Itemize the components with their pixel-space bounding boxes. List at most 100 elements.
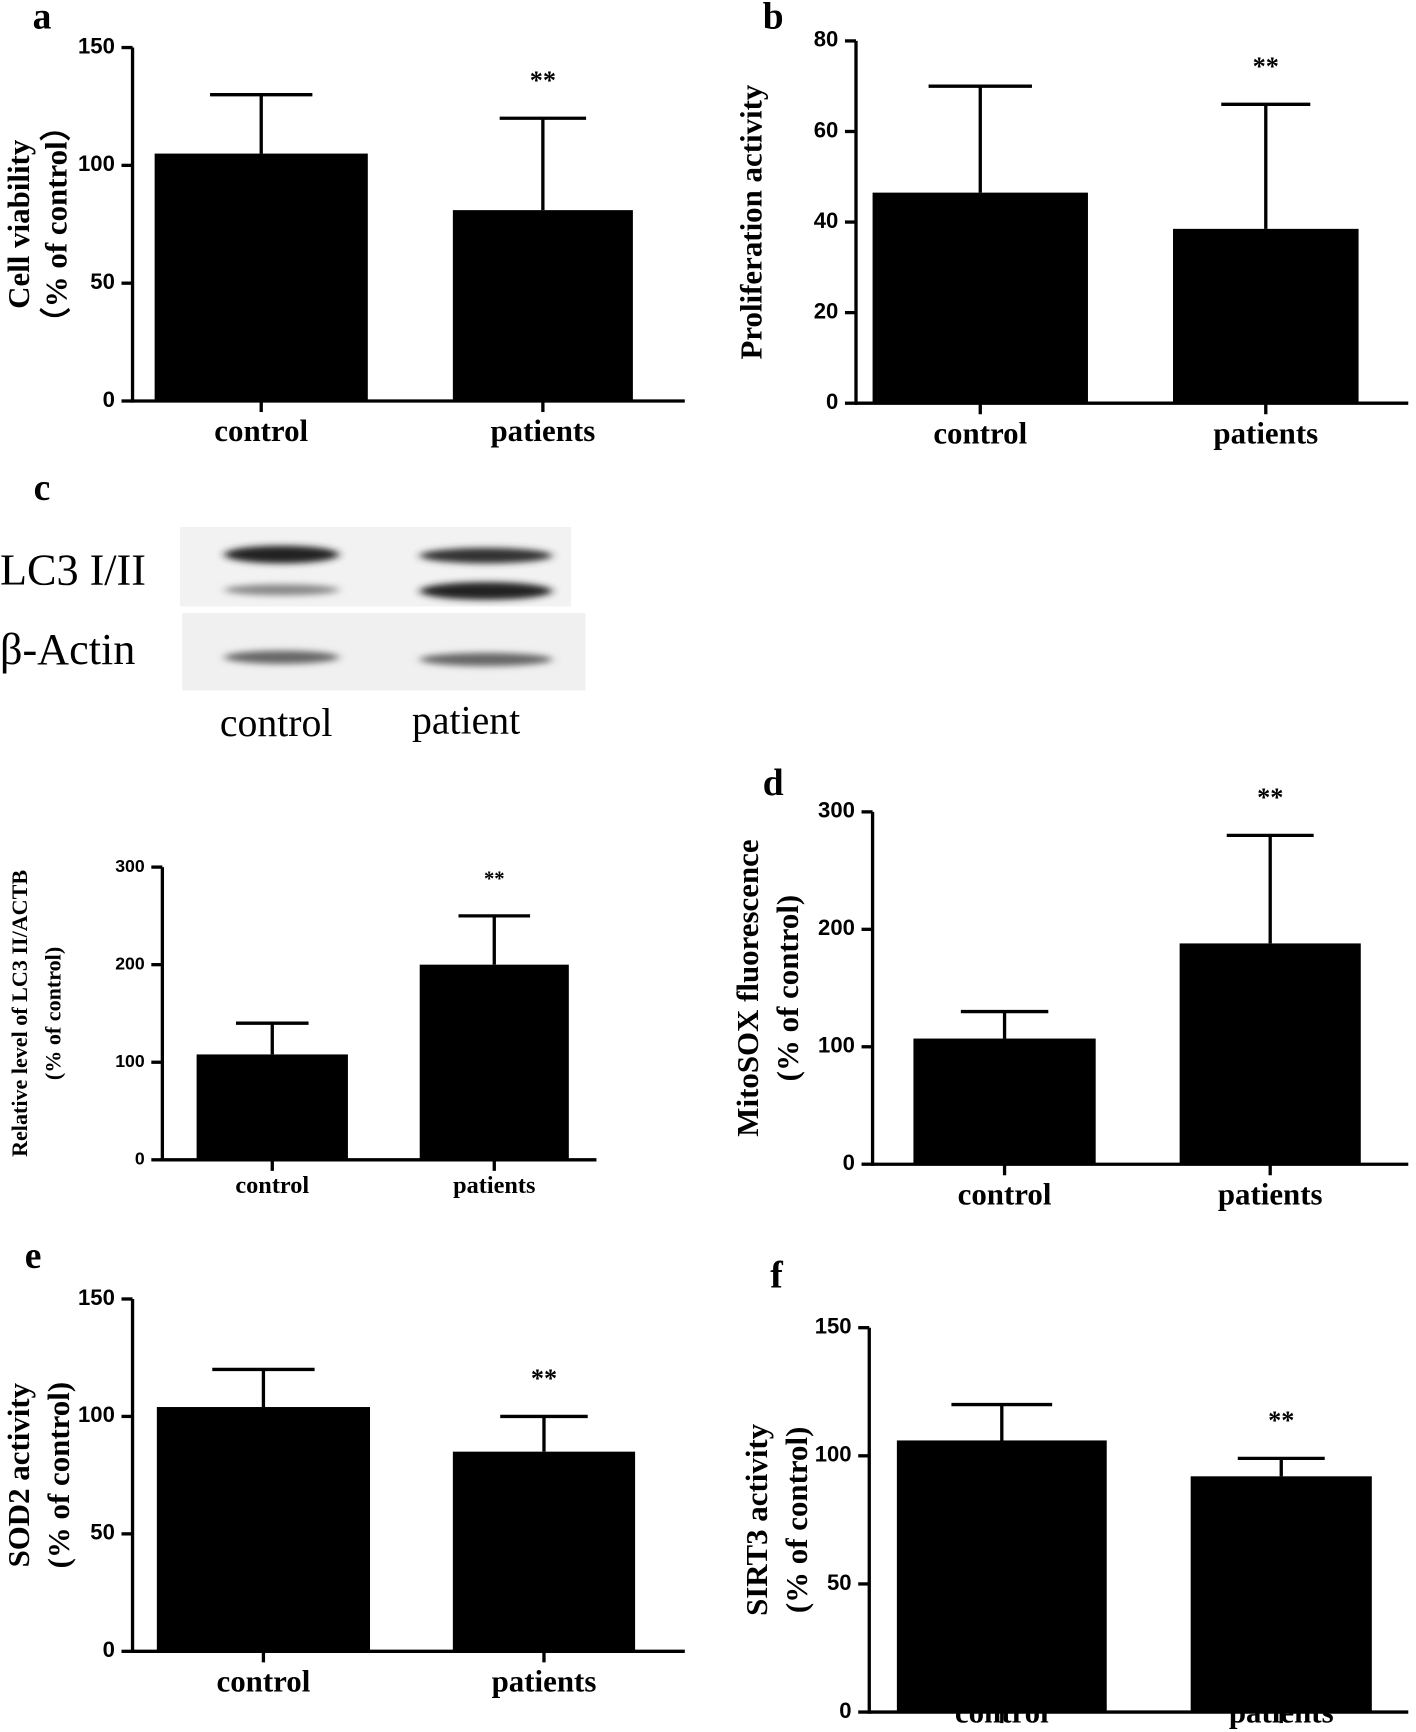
- y-axis-label: (% of control): [41, 1382, 76, 1569]
- y-tick-label: 0: [135, 1148, 145, 1168]
- y-axis-label: SOD2 activity: [1, 1382, 36, 1567]
- y-tick-label: 80: [814, 27, 839, 52]
- x-tick-label: control: [933, 415, 1027, 450]
- error-bar: [500, 1414, 588, 1452]
- error-bar: [499, 116, 587, 211]
- blot-row-label: β-Actin: [0, 625, 135, 674]
- chart: b Proliferation activity 0 20 40 60 80 control p…: [733, 0, 1409, 450]
- blot-row-label: LC3 I/II: [0, 546, 146, 595]
- band: [224, 545, 340, 564]
- chart: c Relative level of LC3 II/ACTB (% of cont…: [7, 468, 597, 1199]
- y-tick-label: 0: [826, 389, 838, 414]
- error-bar: [1237, 1456, 1325, 1477]
- x-tick-label: patients: [492, 1664, 597, 1699]
- y-tick-label: 40: [814, 208, 839, 233]
- y-axis-label: Proliferation activity: [733, 84, 768, 359]
- band: [224, 584, 340, 596]
- blot-panel: [182, 613, 586, 691]
- bar: [1173, 228, 1359, 404]
- panel-label: a: [33, 0, 52, 38]
- y-tick-label: 100: [818, 1033, 855, 1058]
- bar: [1179, 943, 1361, 1165]
- error-bar: [235, 1021, 309, 1055]
- panel-label: b: [763, 0, 784, 38]
- y-axis-label: (% of control): [779, 1427, 814, 1614]
- chart: d MitoSOX fluorescence (% of control) 0 100 2…: [730, 763, 1409, 1211]
- y-axis-label: MitoSOX fluorescence: [730, 839, 765, 1136]
- y-axis-label: (% of control): [40, 947, 65, 1080]
- band: [419, 547, 553, 564]
- significance-label: **: [1268, 1406, 1294, 1435]
- x-tick-label: patients: [490, 413, 595, 448]
- chart: e SOD2 activity (% of control) 0 50 100 150 con…: [1, 1236, 685, 1699]
- bar: [156, 1407, 371, 1652]
- y-tick-label: 100: [78, 1402, 115, 1427]
- y-axis-label: Relative level of LC3 II/ACTB: [7, 870, 32, 1157]
- y-tick-label: 100: [815, 1442, 852, 1467]
- y-tick-label: 200: [115, 953, 145, 973]
- panel-label: d: [763, 763, 784, 804]
- y-tick-label: 0: [843, 1150, 855, 1175]
- y-tick-label: 0: [103, 387, 115, 412]
- bar: [154, 153, 368, 401]
- error-bar: [1221, 102, 1311, 229]
- bar: [872, 192, 1088, 404]
- y-tick-label: 60: [814, 117, 839, 142]
- bar: [913, 1038, 1096, 1165]
- error-bar: [928, 84, 1032, 193]
- panel-label: f: [770, 1256, 783, 1297]
- x-tick-label: control: [216, 1664, 310, 1699]
- bar: [196, 1054, 348, 1160]
- error-bar: [212, 1367, 315, 1408]
- panel-label: e: [25, 1236, 42, 1277]
- error-bar: [951, 1402, 1053, 1441]
- bar: [452, 210, 633, 401]
- y-tick-label: 50: [90, 1520, 115, 1545]
- y-tick-label: 50: [90, 269, 115, 294]
- western-blot: LC3 I/II β-Actin control patient: [0, 526, 586, 745]
- x-tick-label: control: [214, 413, 308, 448]
- y-axis-label: Cell viability: [1, 139, 36, 309]
- panel-label: c: [34, 468, 51, 509]
- band: [224, 650, 340, 664]
- error-bar: [1226, 833, 1314, 944]
- y-tick-label: 150: [78, 1285, 115, 1310]
- y-tick-label: 100: [115, 1051, 145, 1071]
- band: [419, 652, 553, 667]
- significance-label: **: [1253, 52, 1279, 81]
- error-bar: [458, 914, 531, 965]
- y-tick-label: 50: [827, 1570, 852, 1595]
- error-bar: [960, 1009, 1049, 1039]
- error-bar: [210, 93, 313, 154]
- x-tick-label: control: [958, 1176, 1052, 1211]
- y-tick-label: 300: [115, 856, 145, 876]
- x-tick-label: patients: [1213, 415, 1318, 450]
- y-tick-label: 0: [103, 1637, 115, 1662]
- significance-label: **: [1257, 783, 1283, 812]
- bar: [419, 964, 569, 1160]
- band: [419, 582, 553, 600]
- x-tick-label: control: [235, 1172, 309, 1199]
- x-tick-label: patients: [1218, 1176, 1323, 1211]
- bar: [1190, 1476, 1372, 1713]
- blot-lane-label: control: [220, 701, 333, 745]
- y-axis-label: SIRT3 activity: [739, 1423, 774, 1616]
- y-tick-label: 20: [814, 298, 839, 323]
- bar: [452, 1451, 636, 1652]
- y-tick-label: 150: [815, 1314, 852, 1339]
- chart: a Cell viability （% of control） 0 50 100 150 co…: [1, 0, 685, 448]
- y-tick-label: 150: [78, 33, 115, 58]
- significance-label: **: [531, 1364, 557, 1393]
- y-tick-label: 200: [818, 915, 855, 940]
- significance-label: **: [530, 66, 556, 95]
- blot-lane-label: patient: [412, 699, 520, 743]
- y-axis-label: (% of control): [770, 895, 805, 1082]
- y-tick-label: 100: [78, 151, 115, 176]
- x-tick-label: patients: [453, 1172, 535, 1199]
- significance-label: **: [484, 868, 505, 890]
- bar: [896, 1440, 1107, 1713]
- y-tick-label: 300: [818, 798, 855, 823]
- y-tick-label: 0: [839, 1698, 851, 1723]
